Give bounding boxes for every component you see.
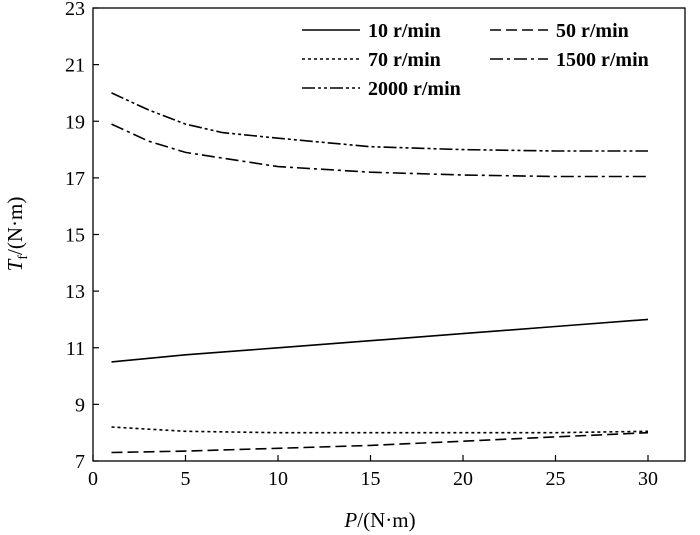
series-line-1500-r-min bbox=[111, 123, 648, 178]
x-tick-label: 30 bbox=[638, 468, 658, 490]
series-group bbox=[111, 92, 649, 454]
x-axis-ticks: 0 5 10 15 20 25 30 bbox=[88, 455, 658, 490]
y-axis-title: Tf/(N·m) bbox=[3, 197, 31, 272]
x-axis-symbol: P bbox=[343, 508, 357, 532]
y-tick-label: 11 bbox=[66, 338, 85, 360]
x-tick-label: 0 bbox=[88, 468, 98, 490]
legend: 10 r/min 50 r/min 70 r/min 1500 r/min 2000 r… bbox=[302, 20, 649, 100]
x-tick-label: 15 bbox=[361, 468, 381, 490]
y-axis-ticks: 7 9 11 13 15 17 19 21 23 bbox=[65, 0, 99, 473]
y-tick-label: 17 bbox=[65, 168, 85, 190]
x-tick-label: 25 bbox=[546, 468, 566, 490]
y-tick-label: 21 bbox=[65, 55, 85, 77]
y-tick-label: 23 bbox=[65, 0, 85, 20]
x-axis-title: P/(N·m) bbox=[343, 508, 415, 532]
y-tick-label: 15 bbox=[65, 225, 85, 247]
x-tick-label: 20 bbox=[453, 468, 473, 490]
x-axis-unit: /(N·m) bbox=[357, 508, 415, 532]
series-line-50-r-min bbox=[111, 431, 649, 454]
y-axis-subscript: f bbox=[16, 255, 31, 260]
series-line-10-r-min bbox=[111, 318, 649, 363]
y-axis-unit: /(N·m) bbox=[3, 197, 27, 255]
x-tick-label: 5 bbox=[181, 468, 191, 490]
legend-label: 1500 r/min bbox=[556, 49, 649, 71]
series-line-70-r-min bbox=[111, 426, 649, 434]
y-tick-label: 7 bbox=[75, 451, 85, 473]
series-line-2000-r-min bbox=[111, 92, 648, 152]
y-tick-label: 13 bbox=[65, 281, 85, 303]
x-tick-label: 10 bbox=[268, 468, 288, 490]
legend-label: 50 r/min bbox=[556, 20, 629, 42]
legend-label: 2000 r/min bbox=[368, 78, 461, 100]
y-tick-label: 19 bbox=[65, 111, 85, 133]
y-tick-label: 9 bbox=[75, 394, 85, 416]
y-axis-symbol: T bbox=[3, 258, 27, 271]
legend-label: 70 r/min bbox=[368, 49, 441, 71]
plot-frame bbox=[92, 7, 686, 462]
legend-label: 10 r/min bbox=[368, 20, 441, 42]
